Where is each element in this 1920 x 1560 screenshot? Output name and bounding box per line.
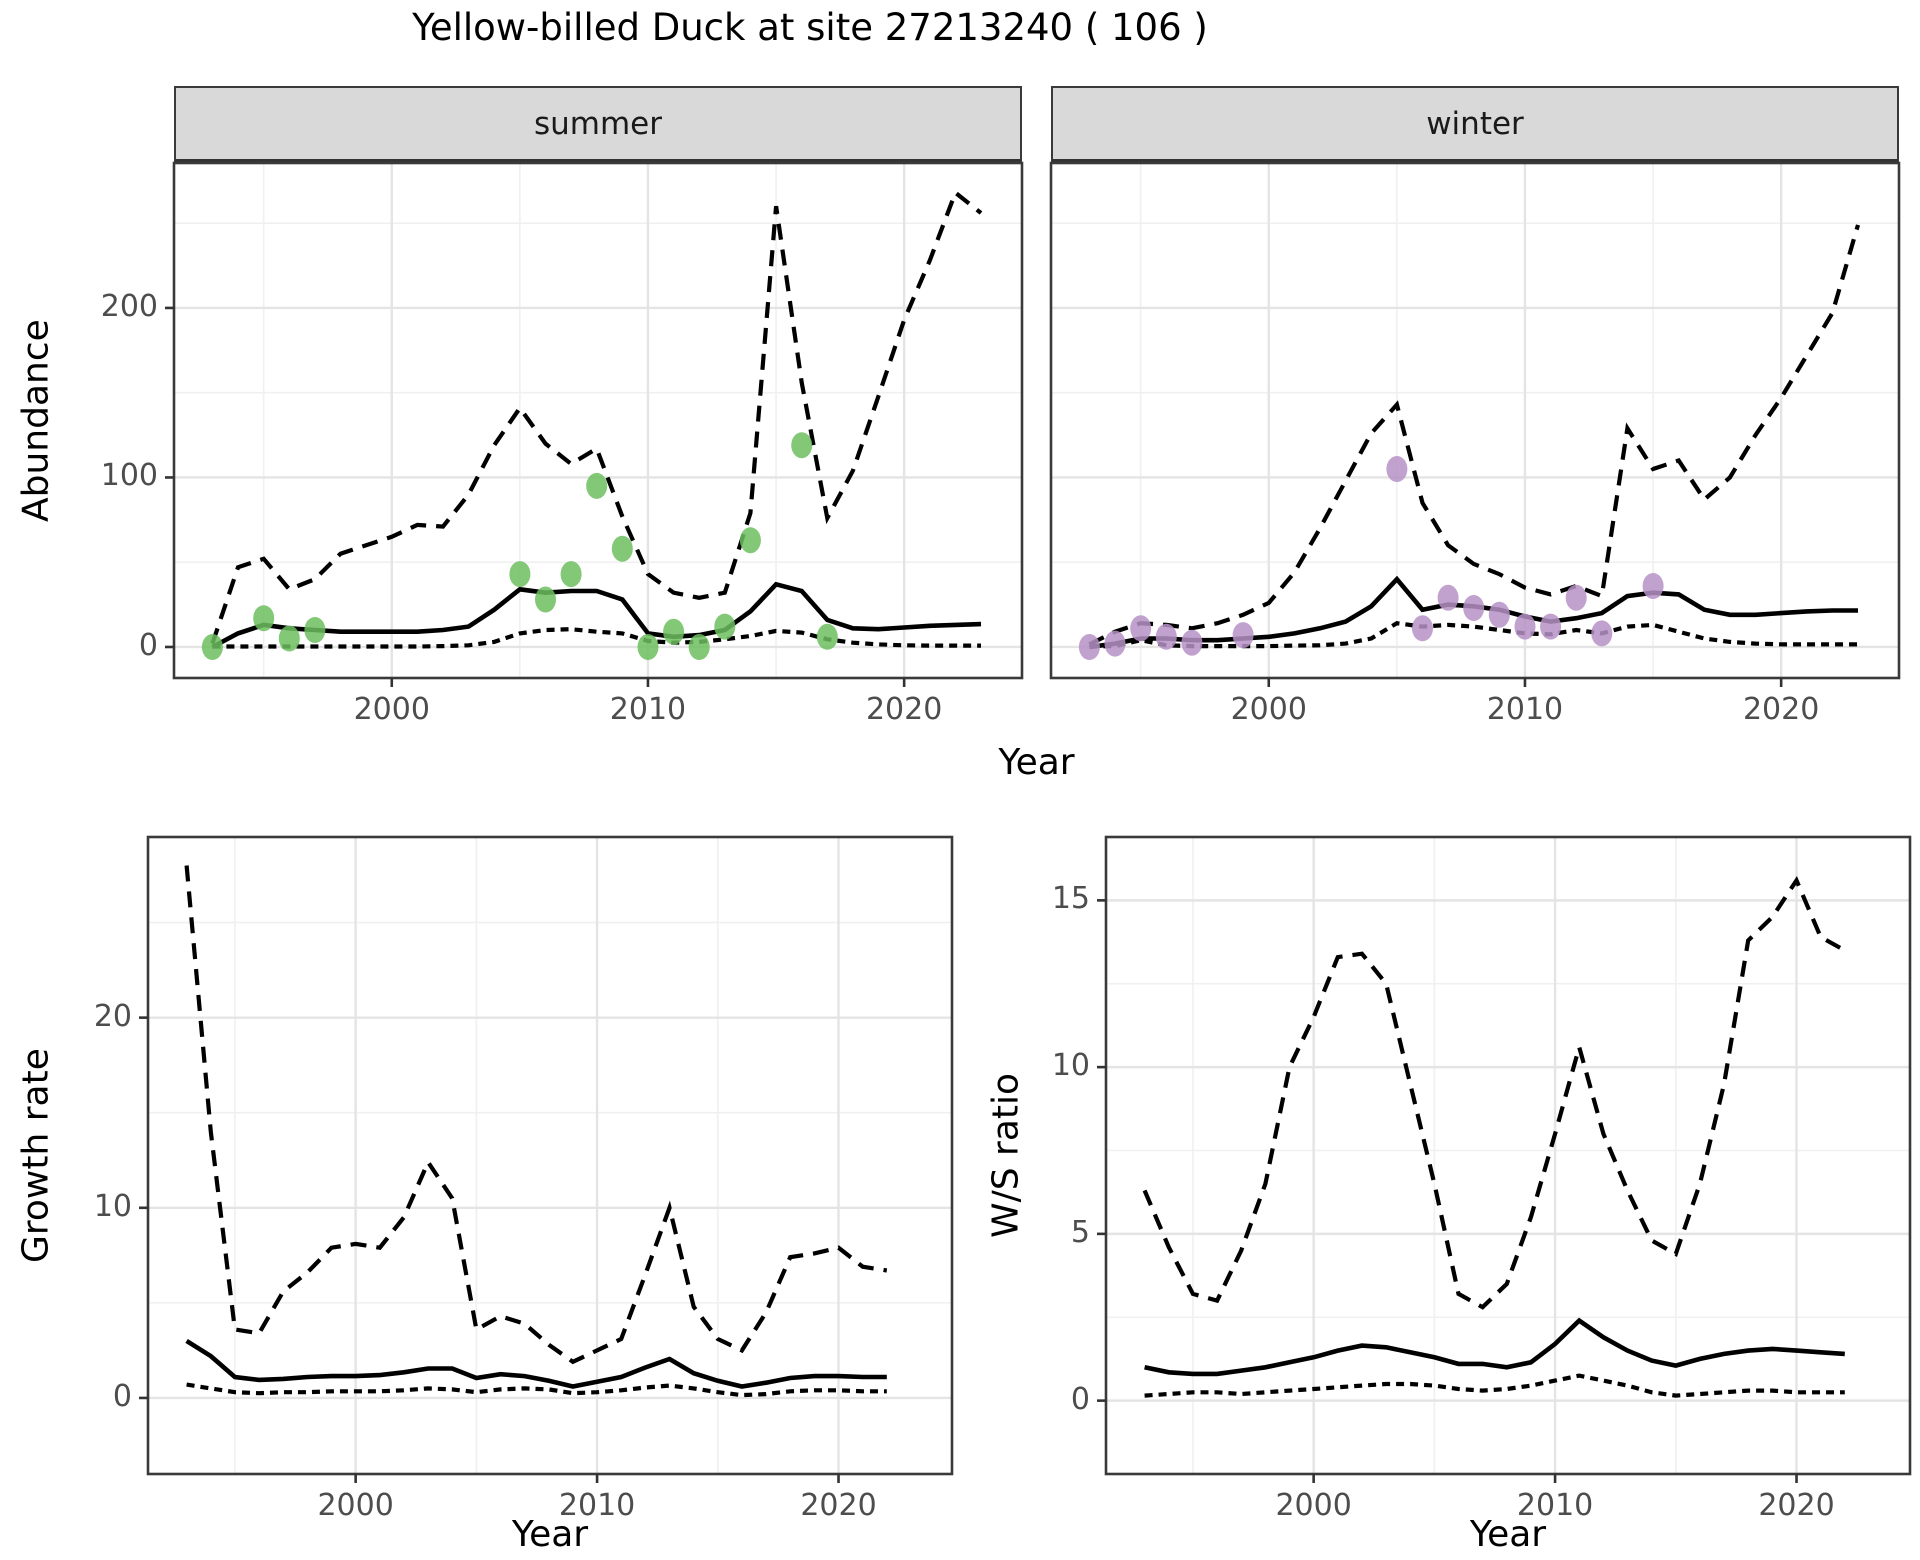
ws-ratio-background <box>1106 837 1910 1474</box>
abundance-summer-median-line <box>211 581 982 650</box>
abundance-summer-x-tick-label: 2010 <box>609 692 687 727</box>
ws-ratio-lower-95ci-line <box>1144 1373 1845 1398</box>
x-axis-title-growth-rate: Year <box>511 1514 589 1555</box>
abundance-summer-observed-count-point <box>816 623 838 650</box>
abundance-winter-observed-count-point <box>1130 615 1152 642</box>
abundance-winter-observed-count-point <box>1232 622 1254 649</box>
abundance-summer-observed-count-point <box>739 527 761 554</box>
growth-rate-x-tick-label: 2010 <box>558 1488 636 1523</box>
x-axis-title-top: Year <box>998 742 1075 783</box>
abundance-summer-observed-count-point <box>791 432 813 459</box>
growth-rate-y-tick-label: 0 <box>112 1378 132 1414</box>
abundance-summer-observed-count-point <box>535 586 556 613</box>
growth-rate-border <box>146 835 954 1476</box>
abundance-winter-observed-count-point <box>1565 584 1587 611</box>
abundance-summer-x-tick-label: 2020 <box>865 692 943 727</box>
x-axis-title-ws-ratio: Year <box>1469 1514 1547 1555</box>
growth-rate-y-tick-label: 20 <box>93 998 132 1034</box>
abundance-summer-border <box>172 161 1024 680</box>
abundance-winter-background <box>1051 163 1899 678</box>
panel-abundance-winter <box>1049 161 1901 687</box>
abundance-winter-observed-count-point <box>1386 456 1408 482</box>
ws-ratio-median-line <box>1144 1317 1845 1377</box>
facet-strip-winter: winter <box>1051 86 1899 163</box>
abundance-summer-observed-count-point <box>586 472 608 499</box>
abundance-winter-observed-count-point <box>1412 615 1433 642</box>
facet-strip-winter-label: winter <box>1426 105 1524 142</box>
y-axis-title-abundance: Abundance <box>15 319 57 522</box>
abundance-summer-observed-count-point <box>560 561 582 588</box>
abundance-winter-border <box>1049 161 1901 680</box>
facet-strip-summer: summer <box>174 86 1022 163</box>
page-title: Yellow-billed Duck at site 27213240 ( 10… <box>412 6 1208 49</box>
ws-ratio-border <box>1104 835 1912 1476</box>
abundance-winter-lower-95ci-line <box>1089 621 1858 649</box>
abundance-winter-upper-95ci-line <box>1088 224 1861 647</box>
abundance-winter-observed-count-point <box>1642 573 1664 599</box>
abundance-summer-lower-95ci-line <box>212 627 981 649</box>
abundance-winter-observed-count-point <box>1514 613 1536 640</box>
abundance-winter-observed-count-point <box>1104 630 1126 657</box>
abundance-winter-observed-count-point <box>1155 623 1177 650</box>
abundance-winter-x-tick-label: 2020 <box>1742 692 1820 727</box>
abundance-winter-observed-count-point <box>1437 584 1459 611</box>
abundance-summer-background <box>174 163 1022 678</box>
growth-rate-lower-95ci-line <box>186 1382 887 1398</box>
facet-strip-summer-label: summer <box>533 105 662 142</box>
ws-ratio-y-tick-label: 10 <box>1051 1048 1090 1084</box>
abundance-winter-observed-count-point <box>1078 634 1100 660</box>
abundance-winter-observed-count-point <box>1540 613 1562 640</box>
growth-rate-upper-95ci-line <box>184 865 888 1365</box>
abundance-summer-y-tick-label: 200 <box>100 288 158 324</box>
ws-ratio-y-tick-label: 0 <box>1070 1381 1090 1417</box>
abundance-summer-y-tick-label: 100 <box>100 458 158 494</box>
ws-ratio-x-tick-label: 2020 <box>1758 1488 1835 1523</box>
abundance-winter-observed-count-point <box>1488 601 1510 628</box>
growth-rate-background <box>148 837 952 1474</box>
abundance-summer-x-tick-label: 2000 <box>353 692 430 727</box>
abundance-winter-observed-count-point <box>1463 595 1485 621</box>
abundance-summer-observed-count-point <box>304 617 326 643</box>
abundance-winter-observed-count-point <box>1591 620 1613 647</box>
panel-abundance-summer <box>165 161 1024 687</box>
abundance-summer-observed-count-point <box>278 625 300 652</box>
abundance-summer-y-tick-label: 0 <box>138 627 158 663</box>
ws-ratio-x-tick-label: 2010 <box>1516 1488 1594 1523</box>
panel-ws-ratio <box>1097 835 1912 1483</box>
abundance-summer-observed-count-point <box>201 634 223 660</box>
abundance-summer-upper-95ci-line <box>210 189 983 645</box>
abundance-summer-observed-count-point <box>253 605 275 632</box>
abundance-summer-observed-count-point <box>714 613 736 640</box>
abundance-summer-observed-count-point <box>509 561 531 588</box>
growth-rate-y-tick-label: 10 <box>93 1188 132 1224</box>
ws-ratio-y-tick-label: 5 <box>1070 1214 1090 1250</box>
panel-growth-rate <box>139 835 954 1483</box>
abundance-summer-observed-count-point <box>611 535 633 562</box>
abundance-summer-observed-count-point <box>637 634 659 660</box>
abundance-winter-x-tick-label: 2010 <box>1486 692 1564 727</box>
ws-ratio-x-tick-label: 2000 <box>1275 1488 1352 1523</box>
abundance-summer-observed-count-point <box>663 618 685 645</box>
abundance-summer-observed-count-point <box>688 634 710 660</box>
ws-ratio-y-tick-label: 15 <box>1051 881 1090 917</box>
abundance-winter-observed-count-point <box>1181 629 1203 656</box>
growth-rate-x-tick-label: 2000 <box>317 1488 394 1523</box>
growth-rate-median-line <box>185 1338 887 1389</box>
y-axis-title-ws-ratio: W/S ratio <box>985 1072 1027 1239</box>
abundance-winter-x-tick-label: 2000 <box>1230 692 1307 727</box>
growth-rate-x-tick-label: 2020 <box>800 1488 877 1523</box>
